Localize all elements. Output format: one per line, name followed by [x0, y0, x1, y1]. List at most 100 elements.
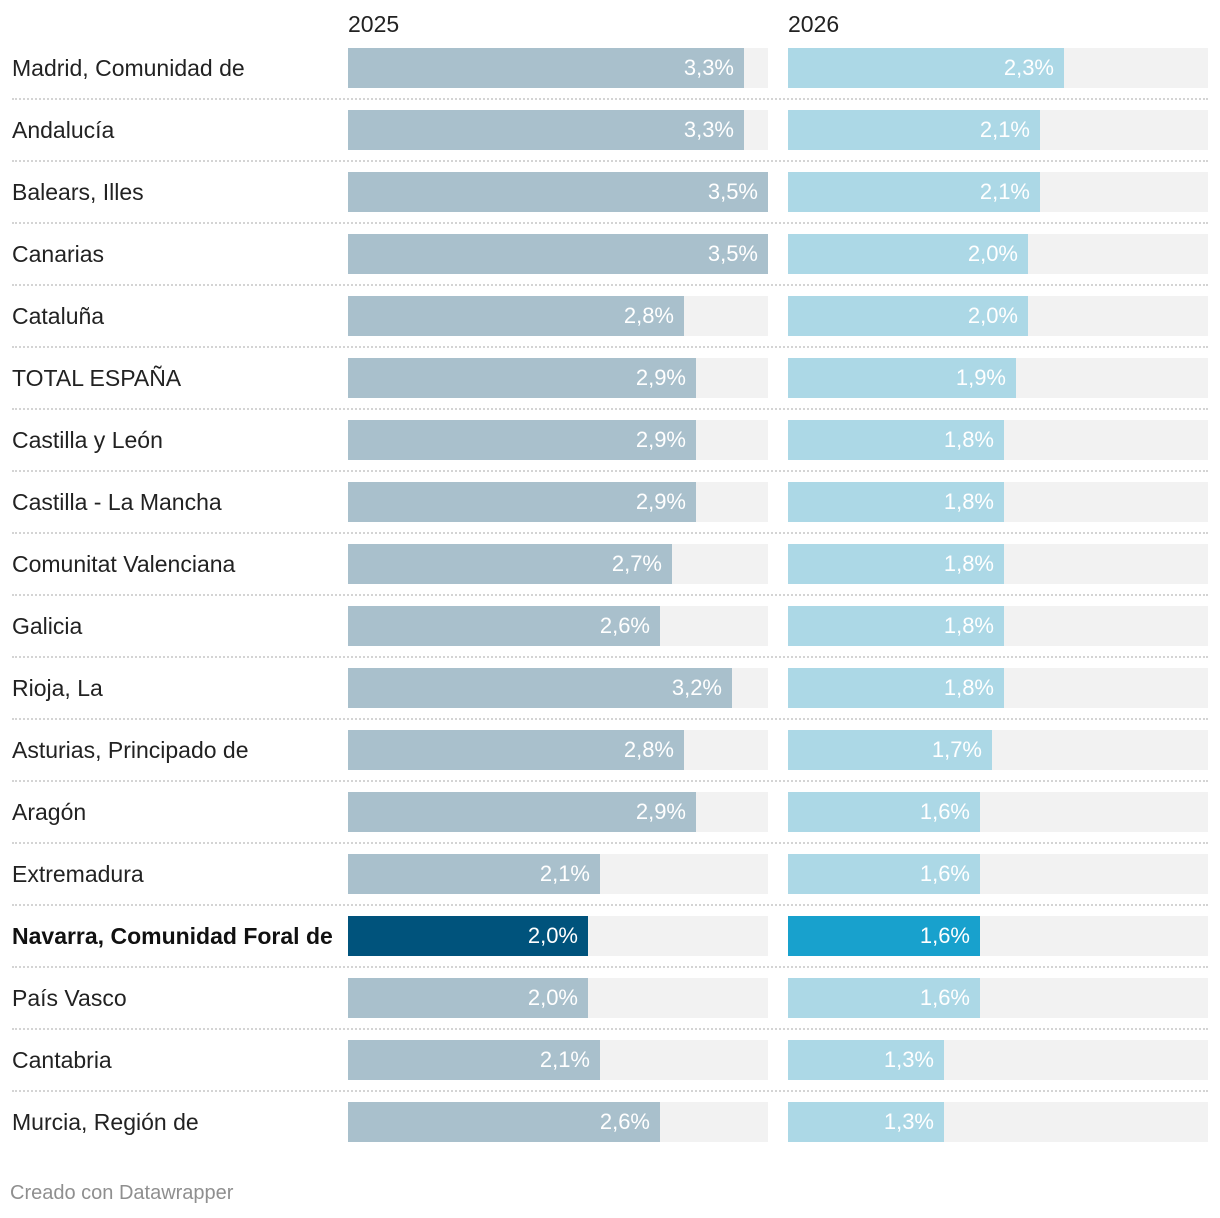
- bar-2026: [788, 420, 1004, 460]
- bar-track-2025: 2,9%: [348, 420, 768, 460]
- value-label-2025: 2,1%: [539, 861, 590, 886]
- category-label: Canarias: [12, 241, 105, 267]
- bar-2025: [348, 420, 696, 460]
- value-label-2026: 1,6%: [919, 861, 970, 886]
- value-label-2025: 3,5%: [707, 179, 758, 204]
- row-separator: [12, 284, 1208, 286]
- bar-2026: [788, 854, 980, 894]
- category-label: Murcia, Región de: [12, 1109, 199, 1135]
- row-separator: [12, 594, 1208, 596]
- bar-2025: [348, 792, 696, 832]
- bar-2026: [788, 668, 1004, 708]
- bar-track-2025: 2,8%: [348, 296, 768, 336]
- bar-track-2026: 1,6%: [788, 792, 1208, 832]
- value-label-2026: 2,0%: [967, 241, 1018, 266]
- chart-row: Aragón 2,9% 1,6%: [0, 792, 1220, 854]
- row-separator: [12, 222, 1208, 224]
- value-label-2025: 2,1%: [539, 1047, 590, 1072]
- value-label-2025: 2,0%: [527, 985, 578, 1010]
- bar-track-2026: 1,8%: [788, 420, 1208, 460]
- bar-track-2025: 3,2%: [348, 668, 768, 708]
- value-label-2026: 1,3%: [883, 1047, 934, 1072]
- value-label-2026: 1,9%: [955, 365, 1006, 390]
- bar-2025: [348, 730, 684, 770]
- category-label: Rioja, La: [12, 675, 103, 701]
- bar-track-2025: 3,3%: [348, 48, 768, 88]
- value-label-2026: 1,6%: [919, 985, 970, 1010]
- bar-2026: [788, 544, 1004, 584]
- column-header-2025: 2025: [348, 11, 400, 37]
- row-separator: [12, 904, 1208, 906]
- category-label: Navarra, Comunidad Foral de: [12, 923, 333, 949]
- bar-2025: [348, 482, 696, 522]
- bar-2026: [788, 358, 1016, 398]
- value-label-2025: 2,6%: [599, 613, 650, 638]
- category-label: País Vasco: [12, 985, 127, 1011]
- chart-row: Cataluña 2,8% 2,0%: [0, 296, 1220, 358]
- chart-row: Galicia 2,6% 1,8%: [0, 606, 1220, 668]
- bar-2026: [788, 792, 980, 832]
- bar-track-2025: 2,9%: [348, 482, 768, 522]
- chart-row: Balears, Illes 3,5% 2,1%: [0, 172, 1220, 234]
- bar-2025: [348, 854, 600, 894]
- chart-row: Andalucía 3,3% 2,1%: [0, 110, 1220, 172]
- category-label: Aragón: [12, 799, 87, 825]
- category-label: Comunitat Valenciana: [12, 551, 236, 577]
- value-label-2025: 3,5%: [707, 241, 758, 266]
- bar-track-2026: 1,8%: [788, 544, 1208, 584]
- chart-row: Asturias, Principado de 2,8% 1,7%: [0, 730, 1220, 792]
- bar-track-2026: 1,6%: [788, 854, 1208, 894]
- row-separator: [12, 966, 1208, 968]
- row-separator: [12, 346, 1208, 348]
- chart-row: País Vasco 2,0% 1,6%: [0, 978, 1220, 1040]
- bar-track-2026: 2,0%: [788, 296, 1208, 336]
- bar-track-2025: 3,3%: [348, 110, 768, 150]
- row-separator: [12, 408, 1208, 410]
- category-label: Balears, Illes: [12, 179, 144, 205]
- value-label-2026: 2,1%: [979, 117, 1030, 142]
- chart-row: Navarra, Comunidad Foral de 2,0% 1,6%: [0, 916, 1220, 978]
- bar-track-2025: 2,7%: [348, 544, 768, 584]
- bar-2026: [788, 172, 1040, 212]
- bar-2026: [788, 606, 1004, 646]
- category-label: Cantabria: [12, 1047, 112, 1073]
- category-label: TOTAL ESPAÑA: [12, 365, 182, 391]
- bar-track-2025: 3,5%: [348, 234, 768, 274]
- row-separator: [12, 160, 1208, 162]
- row-separator: [12, 98, 1208, 100]
- bar-track-2025: 2,6%: [348, 606, 768, 646]
- value-label-2025: 3,3%: [683, 55, 734, 80]
- column-header-2026: 2026: [788, 11, 840, 37]
- value-label-2026: 1,8%: [943, 675, 994, 700]
- bar-2026: [788, 916, 980, 956]
- bar-2025: [348, 606, 660, 646]
- value-label-2025: 3,2%: [671, 675, 722, 700]
- category-label: Andalucía: [12, 117, 115, 143]
- bar-track-2026: 1,3%: [788, 1040, 1208, 1080]
- chart-row: Castilla y León 2,9% 1,8%: [0, 420, 1220, 482]
- bar-track-2026: 1,6%: [788, 978, 1208, 1018]
- row-separator: [12, 656, 1208, 658]
- category-label: Castilla y León: [12, 427, 163, 453]
- bar-2026: [788, 1102, 944, 1142]
- value-label-2026: 1,6%: [919, 923, 970, 948]
- bar-track-2026: 1,3%: [788, 1102, 1208, 1142]
- value-label-2025: 2,8%: [623, 303, 674, 328]
- category-label: Asturias, Principado de: [12, 737, 249, 763]
- value-label-2025: 2,9%: [635, 799, 686, 824]
- value-label-2025: 2,0%: [527, 923, 578, 948]
- value-label-2025: 2,9%: [635, 427, 686, 452]
- bar-2025: [348, 916, 588, 956]
- bar-2025: [348, 978, 588, 1018]
- value-label-2026: 2,0%: [967, 303, 1018, 328]
- bar-2026: [788, 482, 1004, 522]
- bar-track-2025: 3,5%: [348, 172, 768, 212]
- value-label-2025: 2,9%: [635, 489, 686, 514]
- bar-2026: [788, 48, 1064, 88]
- bar-track-2025: 2,0%: [348, 916, 768, 956]
- value-label-2026: 2,1%: [979, 179, 1030, 204]
- bar-2025: [348, 1040, 600, 1080]
- chart-row: Madrid, Comunidad de 3,3% 2,3%: [0, 48, 1220, 110]
- category-label: Cataluña: [12, 303, 105, 329]
- value-label-2026: 1,8%: [943, 489, 994, 514]
